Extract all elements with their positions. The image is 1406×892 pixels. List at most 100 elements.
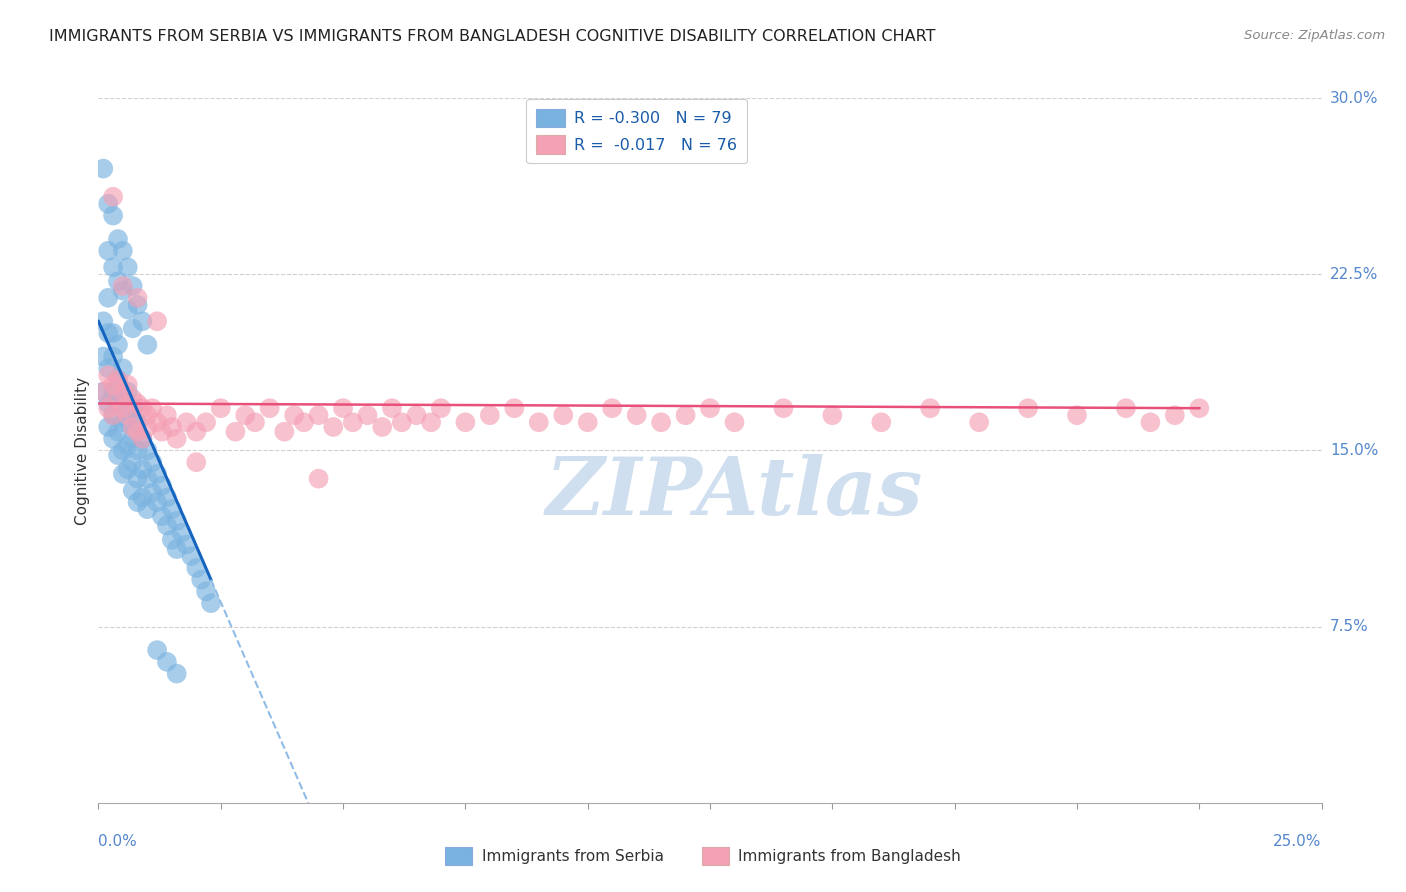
Point	[117, 384, 139, 399]
Point	[91, 161, 114, 176]
Point	[308, 409, 330, 423]
Point	[91, 314, 114, 328]
Point	[131, 491, 153, 505]
Point	[121, 420, 143, 434]
Point	[107, 373, 129, 387]
Point	[111, 244, 134, 258]
Point	[503, 401, 526, 416]
Point	[186, 561, 208, 575]
Point	[111, 467, 134, 481]
Point	[166, 514, 188, 528]
Point	[101, 384, 124, 399]
Point	[121, 392, 143, 406]
Text: 15.0%: 15.0%	[1330, 443, 1378, 458]
Text: Source: ZipAtlas.com: Source: ZipAtlas.com	[1244, 29, 1385, 42]
Point	[195, 415, 218, 429]
Point	[283, 409, 305, 423]
Point	[111, 361, 134, 376]
Point	[180, 549, 202, 564]
Point	[821, 409, 844, 423]
Point	[186, 425, 208, 439]
Point	[723, 415, 745, 429]
Point	[292, 415, 315, 429]
Point	[97, 401, 120, 416]
Point	[117, 260, 139, 275]
Point	[111, 279, 134, 293]
Point	[146, 467, 169, 481]
Point	[91, 350, 114, 364]
Point	[107, 274, 129, 288]
Point	[136, 420, 159, 434]
Point	[332, 401, 354, 416]
Point	[176, 537, 198, 551]
Point	[156, 491, 179, 505]
Point	[117, 377, 139, 392]
Point	[478, 409, 501, 423]
Point	[107, 337, 129, 351]
Point	[553, 409, 575, 423]
Point	[127, 425, 149, 439]
Point	[141, 401, 163, 416]
Point	[107, 448, 129, 462]
Point	[97, 196, 120, 211]
Point	[131, 314, 153, 328]
Point	[111, 401, 134, 416]
Text: 25.0%: 25.0%	[1274, 834, 1322, 849]
Point	[170, 525, 193, 540]
Point	[209, 401, 232, 416]
Point	[121, 455, 143, 469]
Point	[117, 413, 139, 427]
Point	[127, 495, 149, 509]
Point	[121, 321, 143, 335]
Point	[146, 415, 169, 429]
Point	[141, 455, 163, 469]
Point	[127, 415, 149, 429]
Point	[156, 409, 179, 423]
Text: 0.0%: 0.0%	[98, 834, 138, 849]
Point	[131, 401, 153, 416]
Point	[166, 542, 188, 557]
Point	[190, 573, 212, 587]
Point	[131, 462, 153, 476]
Point	[101, 350, 124, 364]
Point	[699, 401, 721, 416]
Point	[342, 415, 364, 429]
Point	[127, 472, 149, 486]
Point	[176, 415, 198, 429]
Point	[381, 401, 404, 416]
Point	[371, 420, 394, 434]
Point	[273, 425, 295, 439]
Point	[1066, 409, 1088, 423]
Point	[356, 409, 378, 423]
Point	[121, 401, 143, 416]
Point	[1188, 401, 1211, 416]
Y-axis label: Cognitive Disability: Cognitive Disability	[75, 376, 90, 524]
Point	[127, 396, 149, 410]
Point	[97, 420, 120, 434]
Point	[1017, 401, 1039, 416]
Point	[160, 533, 183, 547]
Point	[101, 377, 124, 392]
Point	[160, 420, 183, 434]
Point	[576, 415, 599, 429]
Point	[107, 392, 129, 406]
Point	[156, 655, 179, 669]
Point	[233, 409, 256, 423]
Point	[97, 244, 120, 258]
Point	[136, 443, 159, 458]
Point	[107, 373, 129, 387]
Text: 7.5%: 7.5%	[1330, 619, 1368, 634]
Point	[967, 415, 990, 429]
Point	[405, 409, 427, 423]
Point	[101, 209, 124, 223]
Point	[141, 485, 163, 500]
Point	[91, 384, 114, 399]
Point	[97, 326, 120, 340]
Point	[121, 432, 143, 446]
Text: IMMIGRANTS FROM SERBIA VS IMMIGRANTS FROM BANGLADESH COGNITIVE DISABILITY CORREL: IMMIGRANTS FROM SERBIA VS IMMIGRANTS FRO…	[49, 29, 936, 44]
Point	[527, 415, 550, 429]
Point	[111, 415, 134, 429]
Point	[111, 443, 134, 458]
Point	[117, 302, 139, 317]
Point	[107, 425, 129, 439]
